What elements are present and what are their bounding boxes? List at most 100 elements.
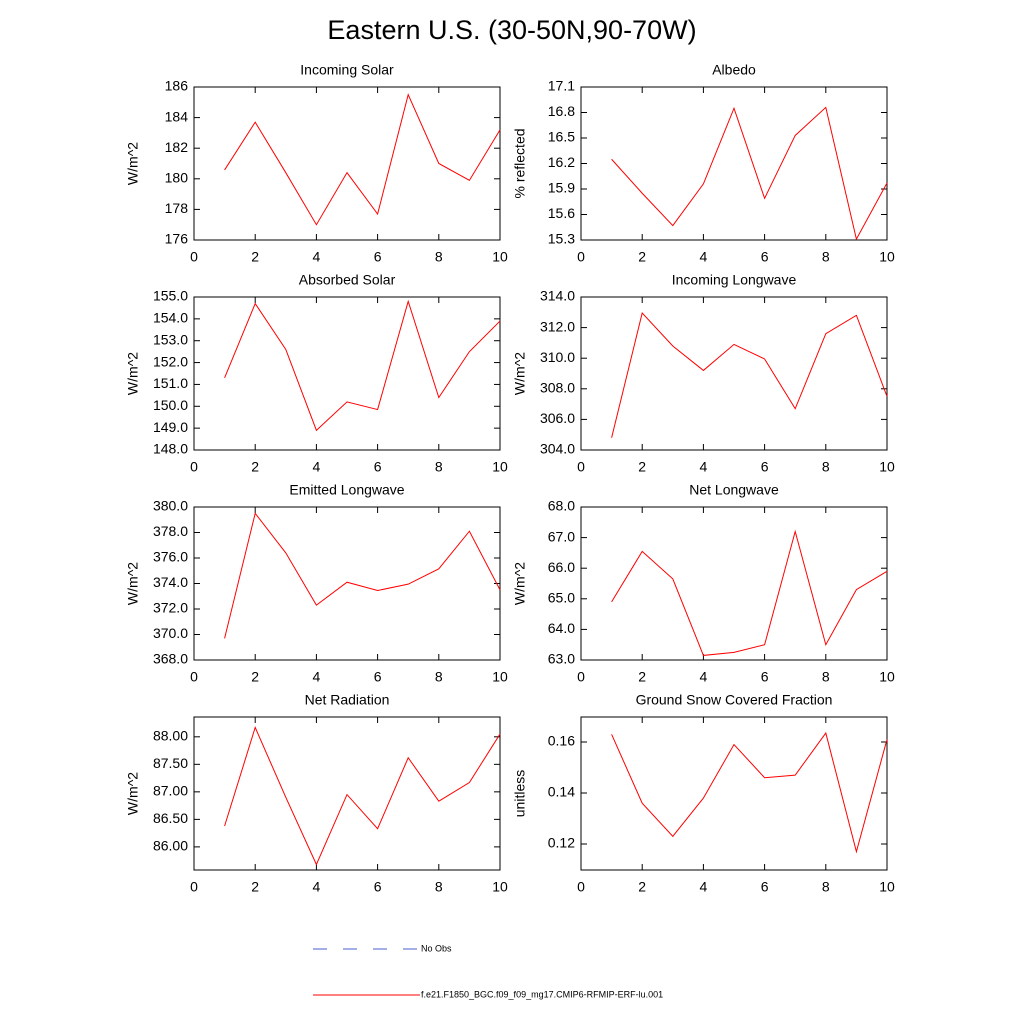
y-tick-label: 16.5 xyxy=(548,129,575,145)
x-tick-label: 6 xyxy=(761,879,769,895)
y-tick-label: 87.50 xyxy=(153,755,188,771)
x-tick-label: 10 xyxy=(879,459,895,475)
x-tick-label: 0 xyxy=(190,669,198,685)
y-tick-label: 180 xyxy=(165,170,189,186)
x-tick-label: 6 xyxy=(374,879,382,895)
data-line xyxy=(611,106,888,241)
y-tick-label: 67.0 xyxy=(548,528,575,544)
y-tick-label: 86.50 xyxy=(153,810,188,826)
x-tick-label: 4 xyxy=(700,879,708,895)
y-tick-label: 150.0 xyxy=(153,397,188,413)
y-tick-label: 0.14 xyxy=(548,784,575,800)
x-tick-label: 2 xyxy=(251,459,259,475)
y-tick-label: 312.0 xyxy=(540,318,575,334)
y-tick-label: 16.2 xyxy=(548,154,575,170)
y-tick-label: 304.0 xyxy=(540,441,575,457)
x-tick-label: 8 xyxy=(822,249,830,265)
x-tick-label: 0 xyxy=(190,879,198,895)
y-tick-label: 370.0 xyxy=(153,625,188,641)
x-tick-label: 8 xyxy=(822,459,830,475)
data-line xyxy=(224,512,501,639)
plot-frame xyxy=(580,296,888,451)
plot-frame xyxy=(580,506,888,661)
panel-title: Incoming Longwave xyxy=(672,272,797,288)
x-tick-label: 2 xyxy=(638,459,646,475)
y-tick-label: 155.0 xyxy=(153,288,188,304)
y-axis-label: W/m^2 xyxy=(125,562,141,605)
y-tick-label: 374.0 xyxy=(153,574,188,590)
y-axis-label: W/m^2 xyxy=(125,772,141,815)
y-tick-label: 63.0 xyxy=(548,651,575,667)
plot-frame xyxy=(580,86,888,241)
panel-title: Net Longwave xyxy=(689,482,779,498)
x-tick-label: 6 xyxy=(374,249,382,265)
x-tick-label: 4 xyxy=(700,249,708,265)
plot-frame xyxy=(193,716,501,871)
y-tick-label: 308.0 xyxy=(540,380,575,396)
data-line xyxy=(611,731,888,854)
x-tick-label: 2 xyxy=(251,669,259,685)
y-tick-label: 182 xyxy=(165,139,189,155)
x-tick-label: 2 xyxy=(251,249,259,265)
panel-title: Emitted Longwave xyxy=(289,482,404,498)
y-tick-label: 151.0 xyxy=(153,375,188,391)
plot-frame xyxy=(580,716,888,871)
x-tick-label: 0 xyxy=(190,459,198,475)
x-tick-label: 8 xyxy=(435,879,443,895)
x-tick-label: 6 xyxy=(761,669,769,685)
y-tick-label: 17.1 xyxy=(548,78,575,94)
figure-title: Eastern U.S. (30-50N,90-70W) xyxy=(327,15,696,45)
y-tick-label: 306.0 xyxy=(540,410,575,426)
y-tick-label: 148.0 xyxy=(153,441,188,457)
y-axis-label: W/m^2 xyxy=(512,352,528,395)
x-tick-label: 0 xyxy=(577,879,585,895)
panel-title: Absorbed Solar xyxy=(299,272,396,288)
x-tick-label: 10 xyxy=(879,669,895,685)
y-tick-label: 176 xyxy=(165,231,189,247)
y-tick-label: 87.00 xyxy=(153,783,188,799)
y-tick-label: 186 xyxy=(165,78,189,94)
y-axis-label: % reflected xyxy=(512,128,528,198)
x-tick-label: 6 xyxy=(374,669,382,685)
y-tick-label: 378.0 xyxy=(153,523,188,539)
y-tick-label: 16.8 xyxy=(548,103,575,119)
y-tick-label: 376.0 xyxy=(153,549,188,565)
panel-title: Net Radiation xyxy=(305,692,390,708)
x-tick-label: 2 xyxy=(638,669,646,685)
y-tick-label: 88.00 xyxy=(153,728,188,744)
x-tick-label: 0 xyxy=(577,249,585,265)
x-tick-label: 10 xyxy=(492,879,508,895)
x-tick-label: 8 xyxy=(822,879,830,895)
x-tick-label: 2 xyxy=(251,879,259,895)
x-tick-label: 4 xyxy=(313,669,321,685)
y-tick-label: 15.6 xyxy=(548,205,575,221)
x-tick-label: 0 xyxy=(577,669,585,685)
x-tick-label: 2 xyxy=(638,249,646,265)
legend-label: f.e21.F1850_BGC.f09_f09_mg17.CMIP6-RFMIP… xyxy=(421,989,663,999)
x-tick-label: 0 xyxy=(577,459,585,475)
y-tick-label: 184 xyxy=(165,108,189,124)
data-line xyxy=(224,299,501,432)
y-tick-label: 68.0 xyxy=(548,498,575,514)
x-tick-label: 10 xyxy=(492,249,508,265)
x-tick-label: 8 xyxy=(435,249,443,265)
panel-title: Albedo xyxy=(712,62,756,78)
y-axis-label: W/m^2 xyxy=(512,562,528,605)
y-tick-label: 154.0 xyxy=(153,310,188,326)
x-tick-label: 6 xyxy=(374,459,382,475)
y-tick-label: 64.0 xyxy=(548,620,575,636)
x-tick-label: 4 xyxy=(700,459,708,475)
y-tick-label: 66.0 xyxy=(548,559,575,575)
y-tick-label: 0.12 xyxy=(548,835,575,851)
y-tick-label: 65.0 xyxy=(548,590,575,606)
x-tick-label: 4 xyxy=(700,669,708,685)
y-tick-label: 86.00 xyxy=(153,838,188,854)
x-tick-label: 0 xyxy=(190,249,198,265)
y-axis-label: unitless xyxy=(512,770,528,817)
x-tick-label: 8 xyxy=(822,669,830,685)
x-tick-label: 10 xyxy=(879,249,895,265)
y-tick-label: 178 xyxy=(165,200,189,216)
data-line xyxy=(611,529,888,656)
y-tick-label: 149.0 xyxy=(153,419,188,435)
